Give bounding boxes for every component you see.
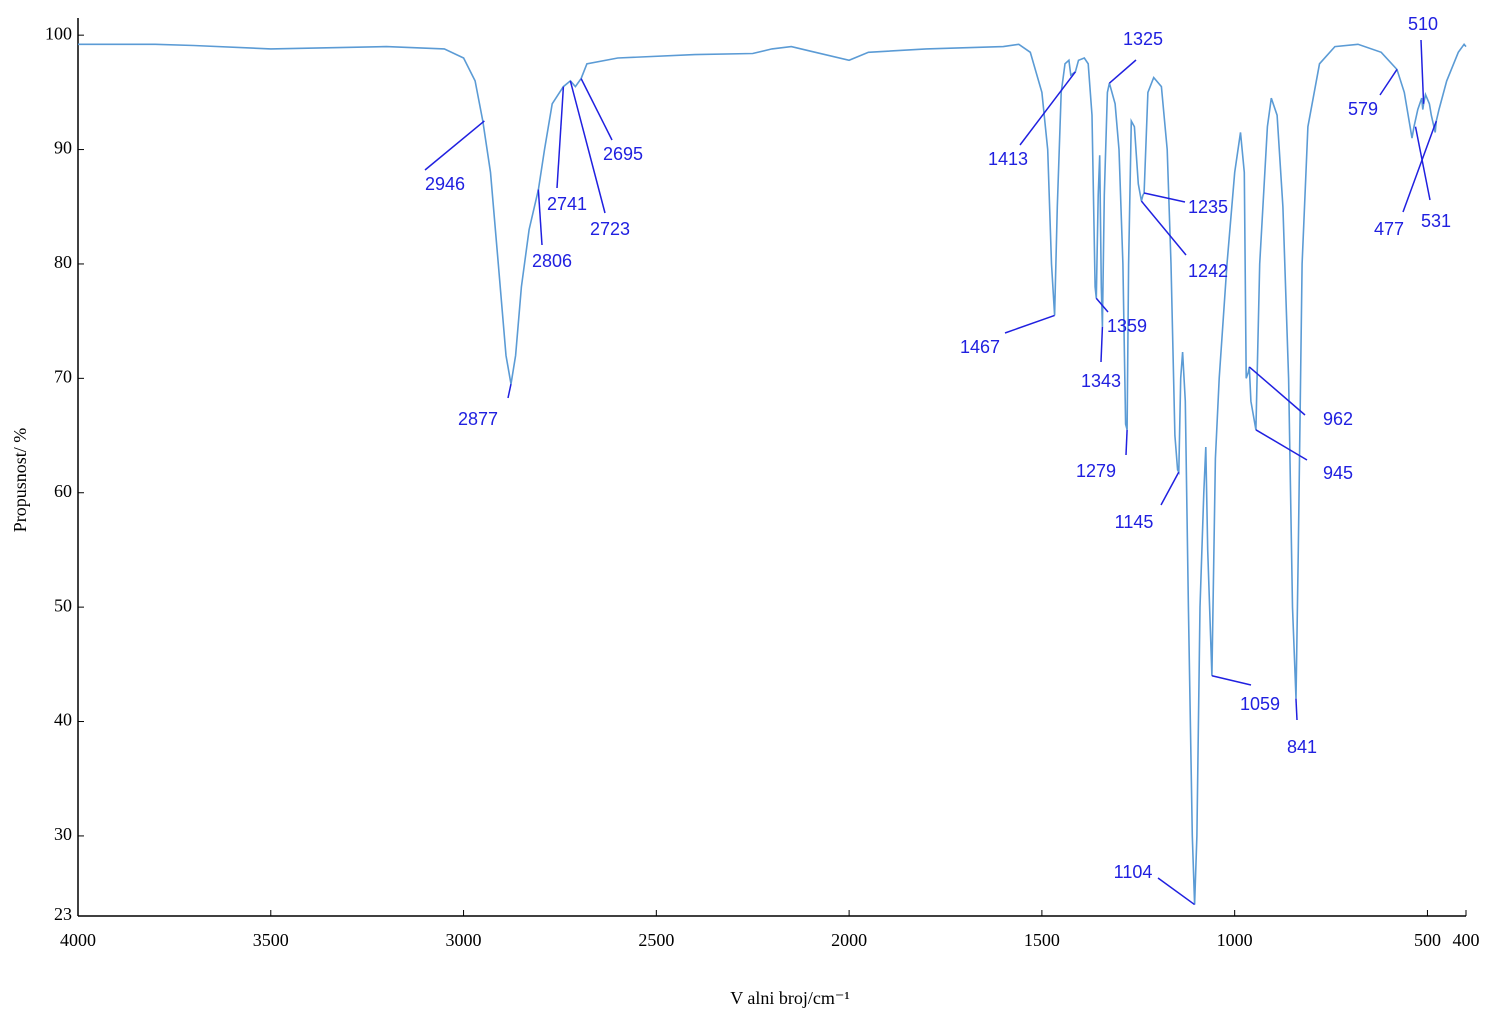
peak-label: 1413 bbox=[988, 149, 1028, 169]
x-tick-label: 2000 bbox=[831, 930, 867, 950]
leader-line bbox=[1143, 192, 1186, 203]
x-tick-label: 3500 bbox=[253, 930, 289, 950]
leader-line bbox=[1108, 59, 1137, 84]
leader-line bbox=[1140, 200, 1187, 256]
peak-label: 1279 bbox=[1076, 461, 1116, 481]
y-tick-label: 80 bbox=[54, 252, 72, 272]
leader-line bbox=[580, 78, 613, 141]
peak-label: 1242 bbox=[1188, 261, 1228, 281]
x-tick-label: 2500 bbox=[638, 930, 674, 950]
peak-label: 531 bbox=[1421, 211, 1451, 231]
peak-label: 1235 bbox=[1188, 197, 1228, 217]
leader-line bbox=[1420, 39, 1425, 104]
x-tick-label: 400 bbox=[1453, 930, 1480, 950]
peak-label: 2877 bbox=[458, 409, 498, 429]
leader-line bbox=[507, 383, 512, 399]
leader-line bbox=[1414, 126, 1431, 201]
y-tick-label: 90 bbox=[54, 138, 72, 158]
peak-label: 2723 bbox=[590, 219, 630, 239]
x-tick-label: 500 bbox=[1414, 930, 1441, 950]
peak-label: 841 bbox=[1287, 737, 1317, 757]
peak-label: 1145 bbox=[1115, 512, 1154, 532]
x-axis-label: V alni broj/cm⁻¹ bbox=[730, 988, 850, 1008]
leader-line bbox=[1379, 69, 1398, 96]
peak-label: 510 bbox=[1408, 14, 1438, 34]
x-tick-label: 3000 bbox=[446, 930, 482, 950]
peak-label: 2806 bbox=[532, 251, 572, 271]
x-tick-label: 4000 bbox=[60, 930, 96, 950]
peak-label: 579 bbox=[1348, 99, 1378, 119]
leader-line bbox=[424, 120, 485, 171]
leader-line bbox=[1100, 326, 1104, 363]
leader-line bbox=[537, 189, 543, 246]
x-tick-label: 1000 bbox=[1217, 930, 1253, 950]
peak-label: 1325 bbox=[1123, 29, 1163, 49]
peak-label: 962 bbox=[1323, 409, 1353, 429]
leader-line bbox=[569, 80, 606, 214]
leader-line bbox=[556, 86, 565, 189]
peak-label: 2946 bbox=[425, 174, 465, 194]
leader-line bbox=[1295, 698, 1298, 721]
peak-label: 1104 bbox=[1114, 862, 1153, 882]
peak-label: 1059 bbox=[1240, 694, 1280, 714]
leader-line bbox=[1157, 877, 1196, 906]
leader-line bbox=[1160, 471, 1180, 506]
leader-line bbox=[1004, 314, 1055, 334]
leader-line bbox=[1125, 429, 1128, 456]
y-tick-label: 40 bbox=[54, 710, 72, 730]
peak-label: 2695 bbox=[603, 144, 643, 164]
y-tick-label: 30 bbox=[54, 824, 72, 844]
y-axis-label: Propusnost/ % bbox=[10, 428, 30, 533]
y-tick-label: 23 bbox=[54, 904, 72, 924]
peak-label: 1359 bbox=[1107, 316, 1147, 336]
x-tick-label: 1500 bbox=[1024, 930, 1060, 950]
spectrum-line bbox=[78, 42, 1467, 905]
leader-line bbox=[1402, 120, 1438, 213]
peak-label: 1343 bbox=[1081, 371, 1121, 391]
leader-line bbox=[1095, 297, 1109, 313]
peak-label: 945 bbox=[1323, 463, 1353, 483]
leader-line bbox=[1019, 71, 1077, 146]
y-tick-label: 50 bbox=[54, 595, 72, 615]
peak-label: 1467 bbox=[960, 337, 1000, 357]
y-tick-label: 70 bbox=[54, 366, 72, 386]
leader-line bbox=[1255, 429, 1308, 461]
y-tick-label: 60 bbox=[54, 481, 72, 501]
peak-label: 2741 bbox=[547, 194, 587, 214]
leader-line bbox=[1211, 675, 1252, 686]
y-tick-label: 100 bbox=[45, 23, 72, 43]
peak-label: 477 bbox=[1374, 219, 1404, 239]
leader-line bbox=[1248, 366, 1306, 416]
